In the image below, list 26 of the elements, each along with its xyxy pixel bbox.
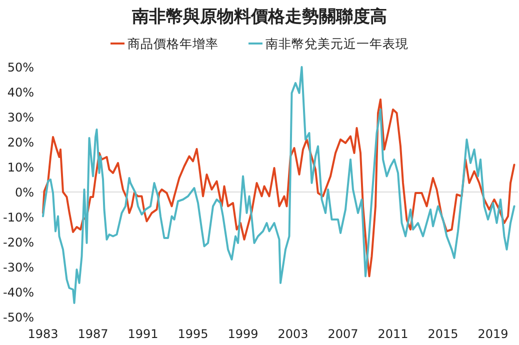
y-tick-label: -40% <box>2 286 34 300</box>
x-tick-label: 1995 <box>178 327 208 341</box>
y-tick-label: 20% <box>7 136 34 150</box>
x-tick-label: 2019 <box>478 327 508 341</box>
y-tick-label: -10% <box>2 210 34 224</box>
chart-title: 南非幣與原物料價格走勢關聯度高 <box>131 7 387 27</box>
y-tick-label: -30% <box>2 260 34 274</box>
x-tick-label: 2011 <box>378 327 408 341</box>
x-tick-label: 2003 <box>278 327 308 341</box>
x-tick-label: 2015 <box>428 327 458 341</box>
legend-label: 商品價格年增率 <box>128 36 218 51</box>
x-tick-label: 2007 <box>328 327 358 341</box>
y-tick-label: -50% <box>2 310 34 324</box>
y-tick-label: 40% <box>7 86 34 100</box>
x-tick-label: 1987 <box>78 327 108 341</box>
y-tick-label: 30% <box>7 110 34 124</box>
y-tick-label: 0% <box>14 186 34 200</box>
line-series <box>42 98 516 278</box>
y-tick-label: -20% <box>2 236 34 250</box>
x-tick-label: 1983 <box>28 327 58 341</box>
x-tick-label: 1999 <box>228 327 258 341</box>
y-tick-label: 10% <box>7 160 34 174</box>
line-series <box>42 66 516 304</box>
legend-label: 南非幣兌美元近一年表現 <box>266 36 408 51</box>
y-tick-label: 50% <box>7 60 34 74</box>
x-tick-label: 1991 <box>128 327 158 341</box>
